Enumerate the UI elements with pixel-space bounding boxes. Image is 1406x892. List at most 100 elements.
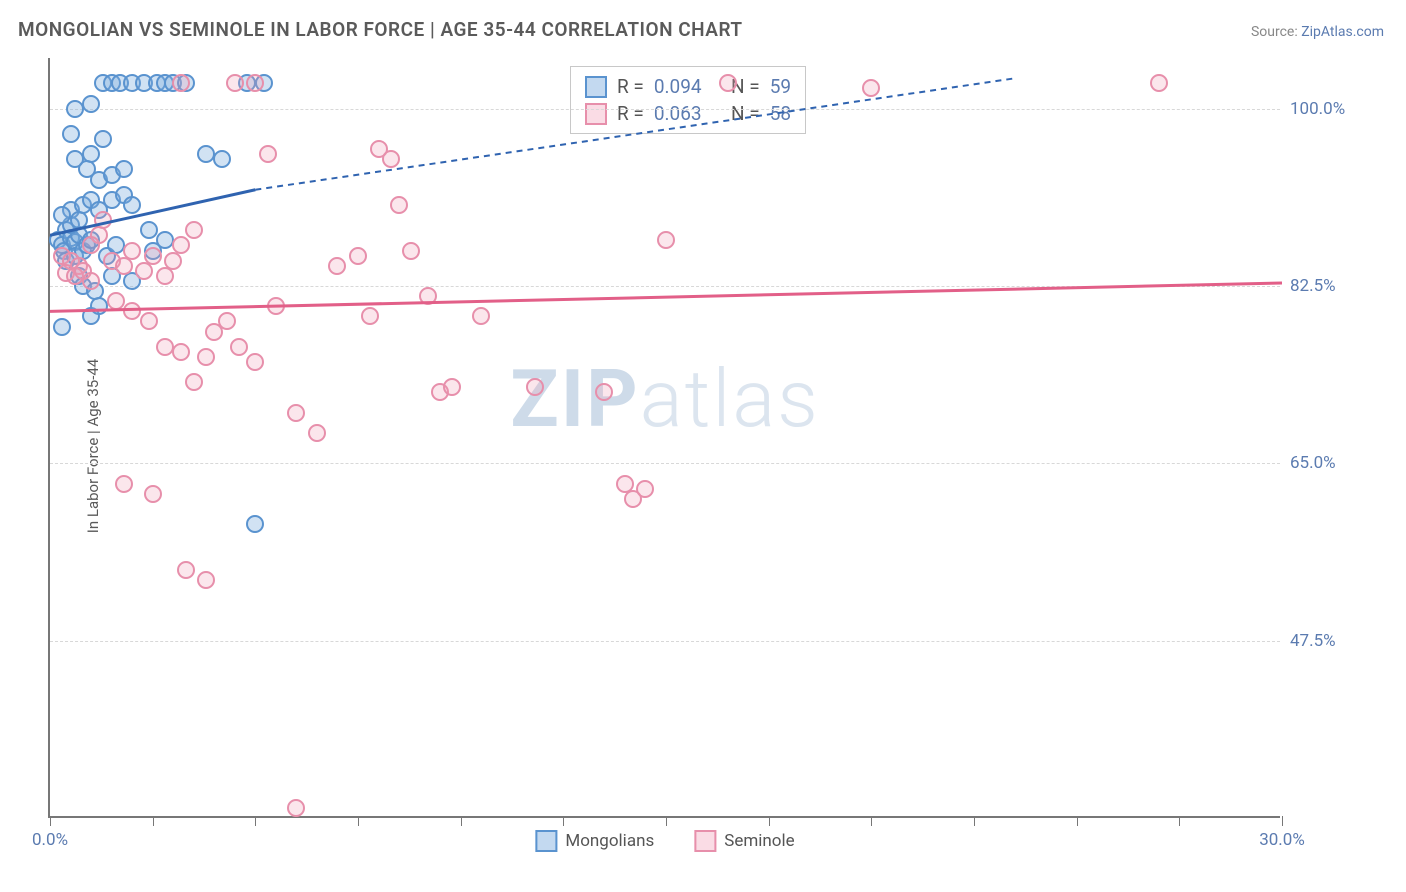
scatter-point — [657, 231, 675, 249]
scatter-point — [246, 515, 264, 533]
scatter-point — [287, 404, 305, 422]
x-tick — [769, 816, 770, 826]
chart-title: MONGOLIAN VS SEMINOLE IN LABOR FORCE | A… — [18, 18, 743, 41]
y-tick-label: 100.0% — [1290, 99, 1390, 119]
watermark: ZIPatlas — [510, 352, 820, 446]
watermark-bold: ZIP — [510, 352, 640, 446]
x-tick-label: 0.0% — [32, 830, 68, 850]
x-tick — [974, 816, 975, 826]
scatter-point — [267, 297, 285, 315]
scatter-point — [246, 353, 264, 371]
scatter-point — [78, 160, 96, 178]
scatter-point — [156, 231, 174, 249]
scatter-point — [66, 100, 84, 118]
scatter-point — [390, 196, 408, 214]
scatter-point — [144, 247, 162, 265]
scatter-point — [123, 302, 141, 320]
x-tick — [153, 816, 154, 826]
scatter-point — [172, 343, 190, 361]
r-value-seminole: 0.063 — [654, 102, 702, 125]
x-tick — [563, 816, 564, 826]
stats-box: R = 0.094 N = 59 R = 0.063 N = 58 — [570, 66, 806, 134]
x-tick — [666, 816, 667, 826]
legend-swatch-seminole — [694, 830, 716, 852]
scatter-point — [172, 236, 190, 254]
scatter-point — [62, 125, 80, 143]
scatter-point — [172, 74, 190, 92]
legend-label-mongolian: Mongolians — [565, 831, 654, 851]
scatter-point — [82, 236, 100, 254]
scatter-point — [443, 378, 461, 396]
scatter-point — [197, 571, 215, 589]
legend-swatch-mongolian — [535, 830, 557, 852]
scatter-point — [230, 338, 248, 356]
scatter-point — [308, 424, 326, 442]
scatter-point — [595, 383, 613, 401]
scatter-point — [624, 490, 642, 508]
x-tick — [871, 816, 872, 826]
gridline-h — [50, 463, 1280, 464]
scatter-point — [140, 221, 158, 239]
x-tick — [255, 816, 256, 826]
scatter-point — [472, 307, 490, 325]
scatter-point — [382, 150, 400, 168]
x-tick — [1282, 816, 1283, 826]
scatter-point — [177, 561, 195, 579]
scatter-point — [402, 242, 420, 260]
legend: Mongolians Seminole — [535, 830, 794, 852]
x-tick — [358, 816, 359, 826]
swatch-mongolian — [585, 76, 607, 98]
legend-item-seminole: Seminole — [694, 830, 794, 852]
source-link[interactable]: ZipAtlas.com — [1301, 24, 1384, 40]
scatter-point — [1150, 74, 1168, 92]
scatter-point — [82, 272, 100, 290]
r-value-mongolian: 0.094 — [654, 75, 702, 98]
watermark-light: atlas — [640, 352, 820, 446]
gridline-h — [50, 286, 1280, 287]
scatter-point — [94, 211, 112, 229]
scatter-point — [115, 160, 133, 178]
scatter-point — [140, 312, 158, 330]
scatter-point — [94, 130, 112, 148]
plot-area: ZIPatlas R = 0.094 N = 59 R = 0.063 N = … — [48, 58, 1280, 818]
r-label: R = — [617, 102, 644, 125]
y-tick-label: 82.5% — [1290, 276, 1390, 296]
scatter-point — [107, 292, 125, 310]
source-attribution: Source: ZipAtlas.com — [1251, 24, 1384, 40]
scatter-point — [197, 145, 215, 163]
scatter-point — [328, 257, 346, 275]
x-tick — [50, 816, 51, 826]
scatter-point — [246, 74, 264, 92]
legend-item-mongolian: Mongolians — [535, 830, 654, 852]
scatter-point — [226, 74, 244, 92]
scatter-point — [287, 799, 305, 817]
scatter-point — [349, 247, 367, 265]
x-tick — [1179, 816, 1180, 826]
scatter-point — [218, 312, 236, 330]
scatter-point — [53, 318, 71, 336]
gridline-h — [50, 109, 1280, 110]
scatter-point — [115, 475, 133, 493]
gridline-h — [50, 641, 1280, 642]
scatter-point — [361, 307, 379, 325]
stats-row-seminole: R = 0.063 N = 58 — [585, 100, 791, 127]
n-value-seminole: 58 — [770, 102, 791, 125]
swatch-seminole — [585, 103, 607, 125]
scatter-point — [70, 211, 88, 229]
scatter-point — [185, 373, 203, 391]
scatter-point — [526, 378, 544, 396]
n-label: N = — [731, 102, 760, 125]
scatter-point — [53, 206, 71, 224]
scatter-point — [123, 242, 141, 260]
scatter-point — [862, 79, 880, 97]
scatter-point — [90, 297, 108, 315]
scatter-point — [419, 287, 437, 305]
r-label: R = — [617, 75, 644, 98]
scatter-point — [197, 348, 215, 366]
scatter-point — [82, 95, 100, 113]
scatter-point — [213, 150, 231, 168]
x-tick — [461, 816, 462, 826]
trend-lines — [50, 58, 1282, 818]
scatter-point — [144, 485, 162, 503]
y-tick-label: 47.5% — [1290, 631, 1390, 651]
